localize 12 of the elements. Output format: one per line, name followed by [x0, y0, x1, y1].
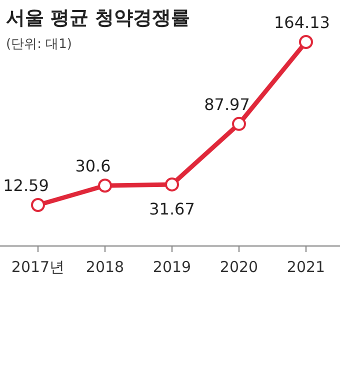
- data-label: 12.59: [3, 176, 49, 195]
- x-tick: 2018: [86, 258, 124, 276]
- x-tick: 2017년: [11, 258, 65, 276]
- x-tick: 2021: [286, 258, 326, 276]
- data-label: 31.67: [149, 199, 195, 218]
- x-tick: 2020: [220, 258, 258, 276]
- data-label: 30.6: [75, 156, 111, 176]
- data-label: 87.97: [204, 94, 250, 114]
- data-label: 164.13: [274, 13, 330, 32]
- title: 서울 평균 청약경쟁률: [6, 7, 190, 29]
- x-tick: 2019: [152, 258, 192, 276]
- subtitle: (단위: 대1): [6, 37, 72, 52]
